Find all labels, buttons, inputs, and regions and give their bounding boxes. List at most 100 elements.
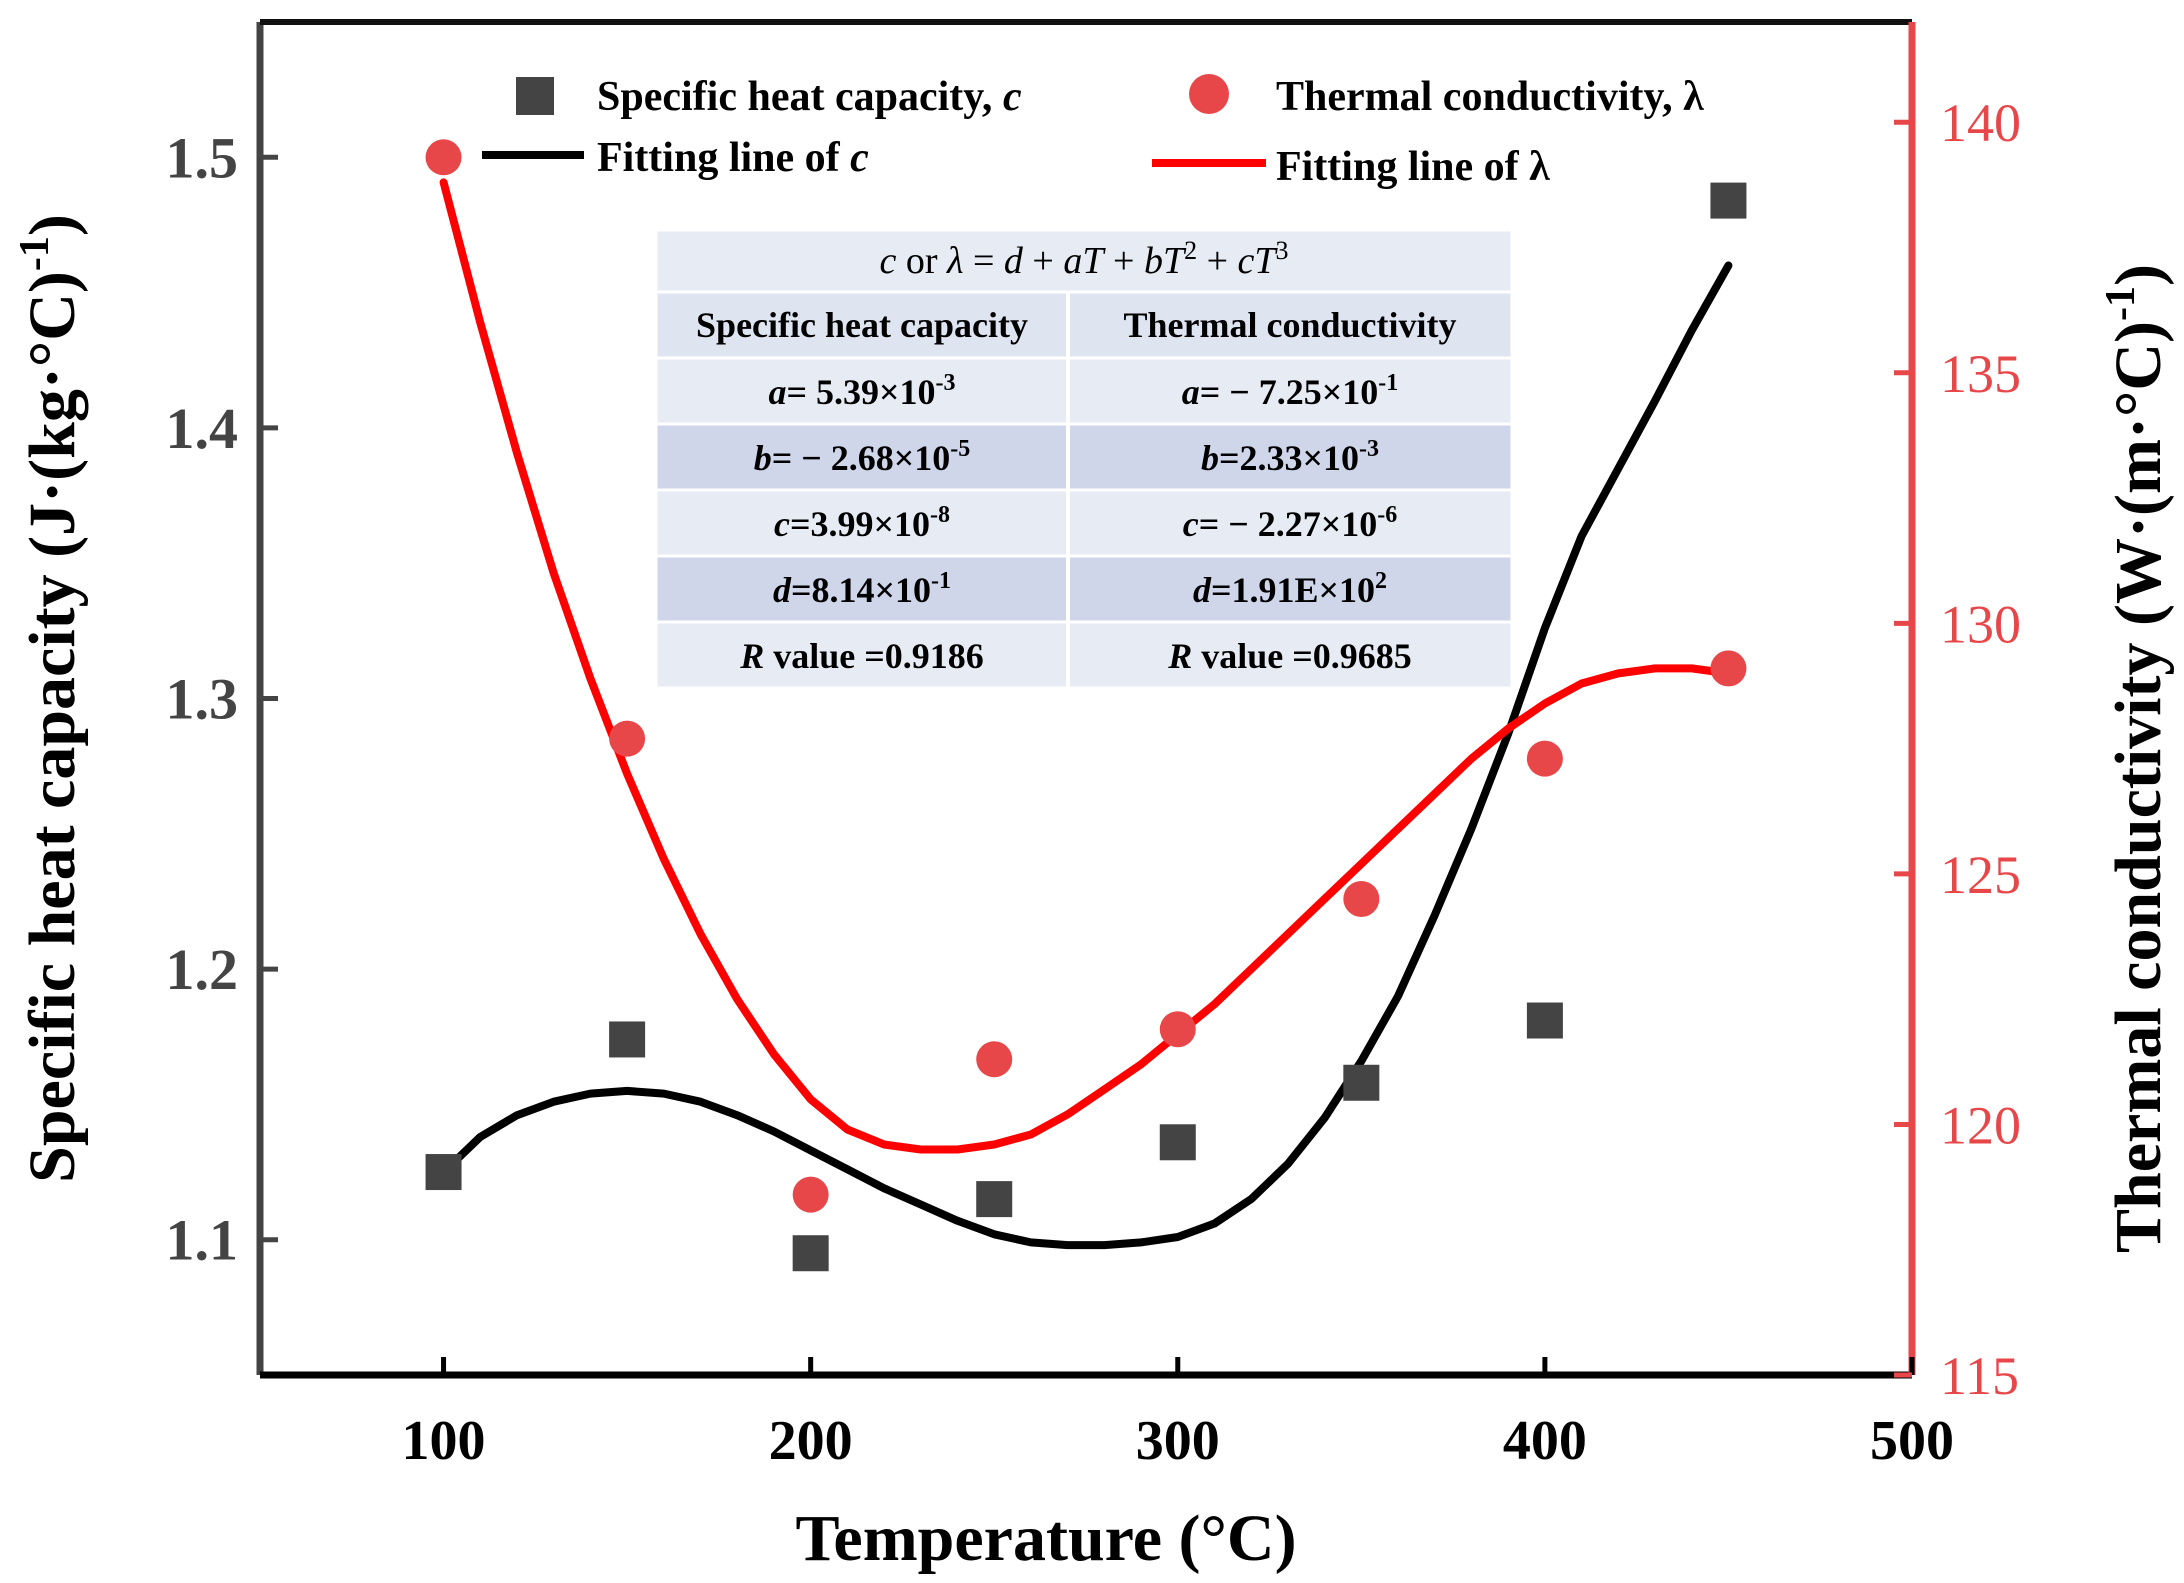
table-cell-exp: -3	[936, 370, 956, 396]
y2-axis-title-paren: )	[2102, 321, 2175, 343]
y2-tick-label: 135	[1940, 344, 2021, 404]
table-cell-var: d	[773, 570, 792, 610]
y-tick-label: 1.3	[166, 667, 239, 732]
legend: Specific heat capacity, c Thermal conduct…	[482, 74, 1704, 190]
table-cell-value: = − 2.68×10	[772, 438, 951, 478]
eq-var: aT	[1063, 240, 1106, 282]
x-tick-label: 300	[1136, 1410, 1220, 1472]
table-cell-exp: -8	[930, 502, 950, 528]
table-cell: d=8.14×10-1	[773, 568, 951, 610]
legend-label-fit-lambda: Fitting line of λ	[1276, 144, 1550, 190]
point-lambda	[792, 1176, 829, 1213]
fit-line-lambda	[439, 178, 1733, 1154]
eq-var: λ	[946, 240, 963, 282]
legend-marker-square	[516, 77, 554, 115]
y-tick-label: 1.4	[166, 396, 239, 461]
table-header-cell: Thermal conductivity	[1124, 305, 1457, 345]
legend-marker-circle	[1189, 74, 1229, 114]
table-equation: c or λ = d + aT + bT2 + cT3	[879, 236, 1288, 282]
y2-tick-label: 130	[1940, 594, 2021, 654]
legend-label-var: c	[1003, 74, 1022, 120]
point-c	[792, 1235, 829, 1272]
y-tick-label: 1.2	[166, 937, 239, 1002]
y2-tick-label: 120	[1940, 1095, 2021, 1155]
table-cell: R value =0.9186	[739, 636, 984, 676]
point-c	[1343, 1064, 1380, 1101]
y2-tick-label: 140	[1940, 93, 2021, 153]
table-cell-value: =8.14×10	[791, 570, 931, 610]
table-cell-exp: -5	[950, 436, 970, 462]
table-cell: R value =0.9685	[1167, 636, 1412, 676]
y2-axis-title: Thermal conductivity (W·(m·°C)-1)	[2098, 264, 2175, 1253]
eq-exp: 2	[1184, 236, 1197, 265]
table-row-bg	[654, 620, 1514, 690]
y-tick-label: 1.1	[166, 1208, 239, 1273]
table-cell-var: R	[739, 636, 764, 676]
table-cell: c= − 2.27×10-6	[1183, 502, 1398, 544]
table-cell-var: b	[1201, 438, 1219, 478]
fit-line-c	[439, 261, 1733, 1250]
y2-axis-title-close: )	[2102, 264, 2175, 286]
fit-parameter-table: c or λ = d + aT + bT2 + cT3 Specific heat…	[654, 228, 1514, 690]
table-cell-exp: -3	[1359, 436, 1379, 462]
y-axis-title-main: Specific heat capacity (J·(kg·°C	[16, 293, 89, 1183]
table-cell-value: value =0.9186	[764, 636, 984, 676]
eq-text: +	[1104, 240, 1144, 282]
table-cell: b= − 2.68×10-5	[754, 436, 971, 478]
y-axis-title-paren: )	[16, 271, 89, 293]
table-cell-value: = 5.39×10	[786, 372, 935, 412]
y-axis-title-close: )	[16, 214, 89, 236]
point-lambda	[1526, 740, 1563, 777]
legend-label-c: Specific heat capacity, c	[597, 74, 1022, 120]
table-cell-var: a	[1182, 372, 1200, 412]
table-cell-var: d	[1193, 570, 1212, 610]
legend-label-text: Fitting line of	[597, 135, 850, 181]
eq-var: bT	[1144, 240, 1187, 282]
table-cell-value: =3.99×10	[790, 504, 930, 544]
table-cell-var: c	[1183, 504, 1199, 544]
point-c	[609, 1021, 646, 1058]
eq-var: cT	[1238, 240, 1279, 282]
table-cell: c=3.99×10-8	[774, 502, 950, 544]
y2-tick-label: 115	[1940, 1346, 2019, 1406]
table-cell-exp: -1	[931, 568, 951, 594]
legend-label-fit-c: Fitting line of c	[597, 135, 869, 181]
y-axis-title: Specific heat capacity (J·(kg·°C)-1)	[12, 214, 89, 1183]
table-cell-value: = − 2.27×10	[1199, 504, 1378, 544]
table-cell-var: a	[768, 372, 786, 412]
table-header-cell: Specific heat capacity	[696, 305, 1028, 345]
x-tick-label: 400	[1503, 1410, 1587, 1472]
table-cell-exp: 2	[1375, 568, 1387, 594]
table-cell-var: R	[1167, 636, 1192, 676]
table-cell-exp: -6	[1377, 502, 1397, 528]
point-c	[976, 1181, 1013, 1218]
point-c	[1710, 182, 1747, 219]
x-tick-label: 100	[402, 1410, 486, 1472]
eq-text: or	[896, 240, 947, 282]
table-cell: d=1.91E×102	[1193, 568, 1387, 610]
eq-text: +	[1023, 240, 1063, 282]
point-lambda	[425, 139, 462, 176]
legend-label-text: Specific heat capacity,	[597, 74, 1003, 120]
point-c	[425, 1154, 462, 1191]
table-cell: a= 5.39×10-3	[768, 370, 955, 412]
point-lambda	[1710, 650, 1747, 687]
table-cell: a= − 7.25×10-1	[1182, 370, 1399, 412]
table-cell-value: =2.33×10	[1219, 438, 1359, 478]
x-axis-title: Temperature (°C)	[795, 1502, 1296, 1575]
y-axis-title-exp: -1	[12, 236, 58, 271]
point-c	[1526, 1002, 1563, 1039]
eq-exp: 3	[1276, 236, 1289, 265]
table-cell-exp: -1	[1378, 370, 1398, 396]
point-lambda	[1343, 880, 1380, 917]
table-cell-value: =1.91E×10	[1211, 570, 1375, 610]
point-c	[1159, 1124, 1196, 1161]
legend-label-lambda: Thermal conductivity, λ	[1276, 74, 1704, 120]
table-row-bg	[654, 422, 1514, 492]
x-tick-label: 500	[1870, 1410, 1954, 1472]
eq-text: +	[1197, 240, 1237, 282]
table-row-bg	[654, 554, 1514, 624]
table-cell-var: c	[774, 504, 790, 544]
table-row-bg	[654, 488, 1514, 558]
point-lambda	[976, 1041, 1013, 1078]
